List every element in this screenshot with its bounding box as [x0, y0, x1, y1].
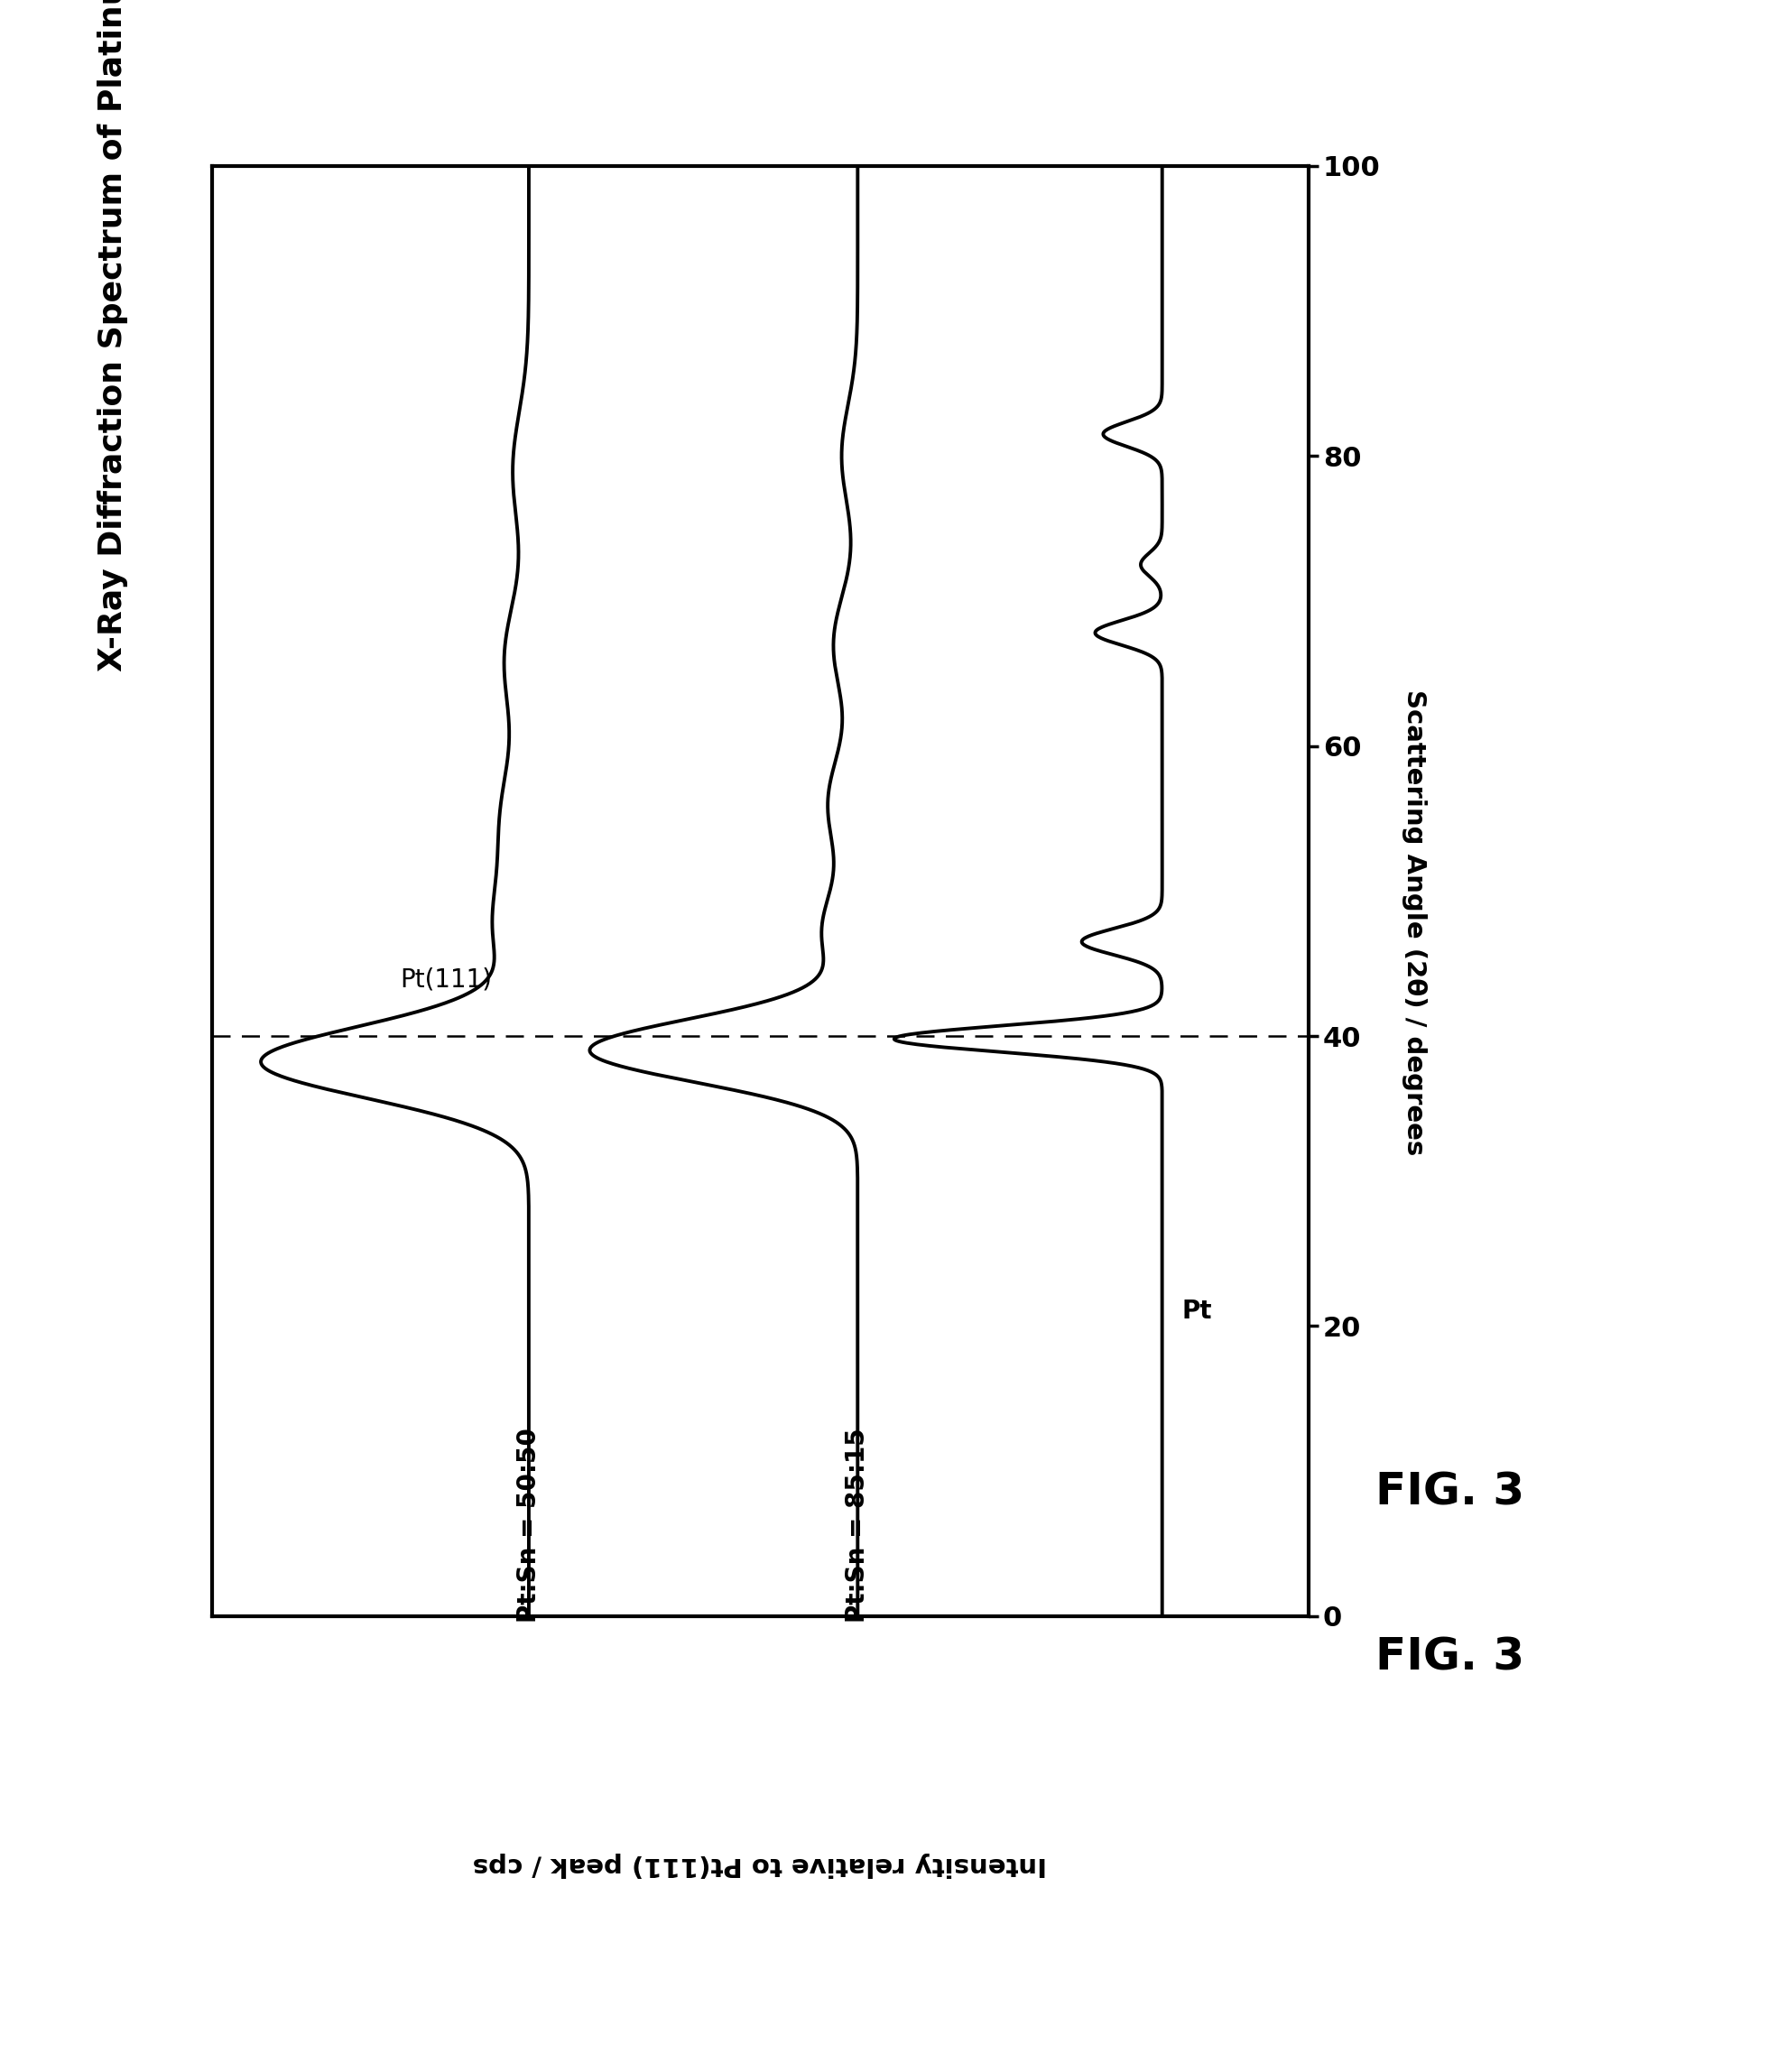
Text: Pt(111): Pt(111) [400, 968, 492, 992]
Text: Pt:Sn = 50:50: Pt:Sn = 50:50 [516, 1428, 541, 1622]
Text: Scattering Angle (2θ) / degrees: Scattering Angle (2θ) / degrees [1402, 690, 1427, 1154]
Text: FIG. 3: FIG. 3 [1376, 1637, 1524, 1678]
Text: Pt: Pt [1181, 1299, 1211, 1324]
Text: X-Ray Diffraction Spectrum of Platinum and Tin Catalysts: X-Ray Diffraction Spectrum of Platinum a… [97, 0, 127, 671]
Text: Intensity relative to Pt(111) peak / cps: Intensity relative to Pt(111) peak / cps [474, 1852, 1047, 1877]
Text: FIG. 3: FIG. 3 [1376, 1471, 1524, 1513]
Text: Pt:Sn = 85:15: Pt:Sn = 85:15 [845, 1428, 870, 1622]
